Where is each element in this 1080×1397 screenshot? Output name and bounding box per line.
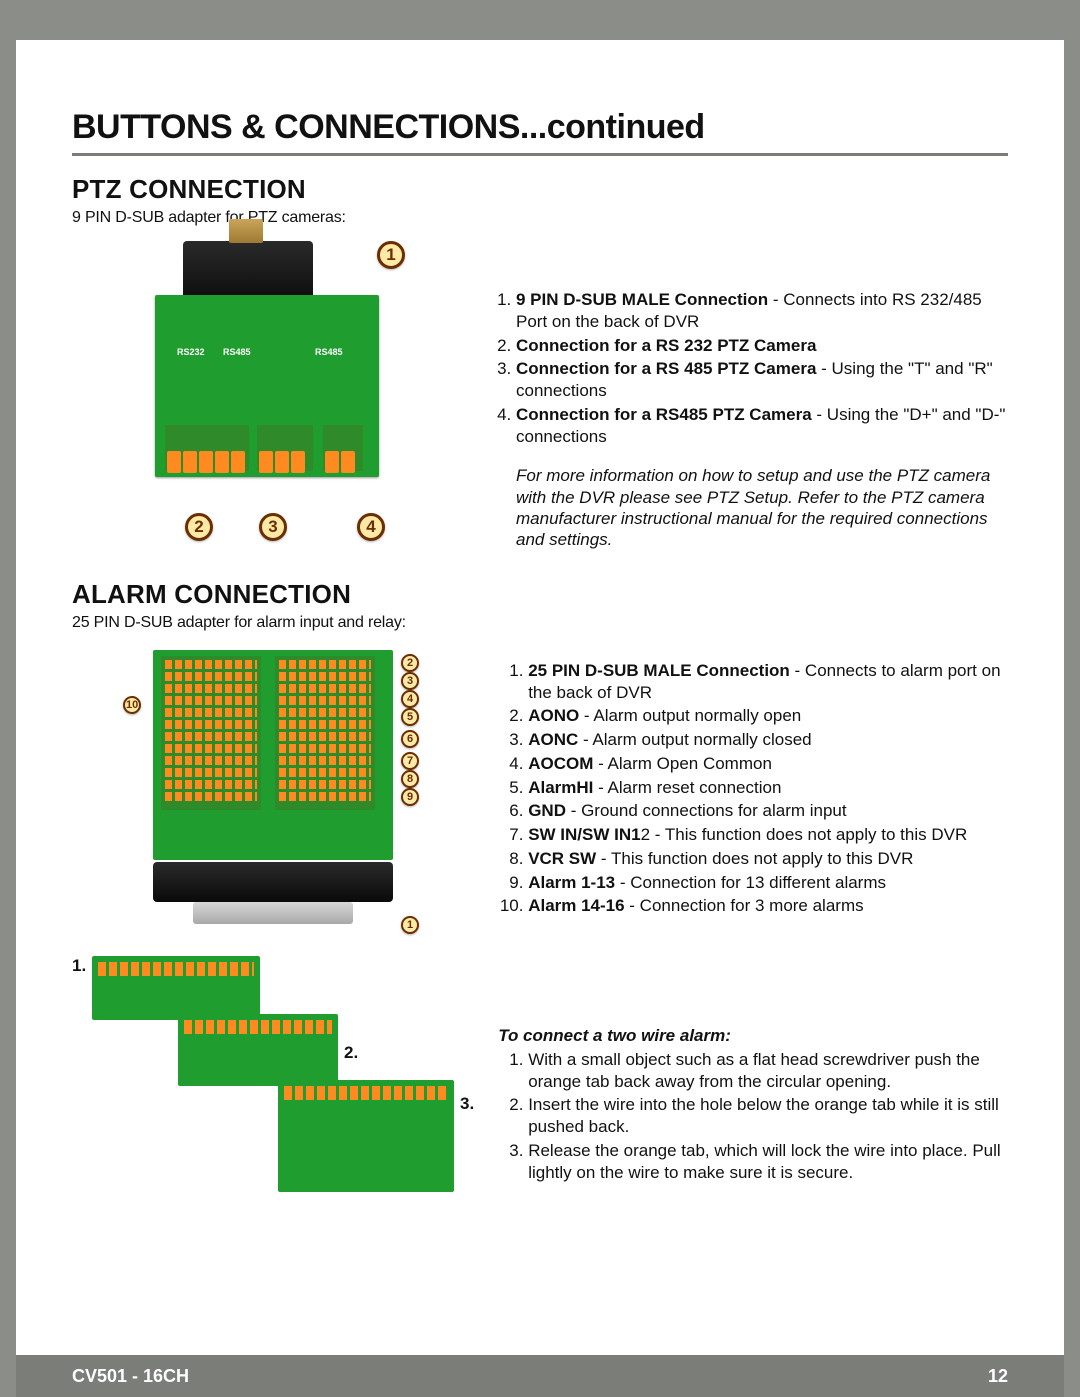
wire-step-num-1: 1. <box>72 956 86 976</box>
silk-rs485a: RS485 <box>223 347 251 357</box>
list-item: Release the orange tab, which will lock … <box>528 1140 1008 1184</box>
callout-4: 4 <box>401 690 419 708</box>
alarm-heading: ALARM CONNECTION <box>72 579 1008 610</box>
ptz-subtitle: 9 PIN D-SUB adapter for PTZ cameras: <box>72 209 1008 227</box>
callout-7: 7 <box>401 752 419 770</box>
wire-steps-list: With a small object such as a flat head … <box>498 1049 1008 1184</box>
callout-4: 4 <box>357 513 385 541</box>
callout-8: 8 <box>401 770 419 788</box>
list-item: AONO - Alarm output normally open <box>528 705 1008 727</box>
callout-9: 9 <box>401 788 419 806</box>
bold-term: 9 PIN D-SUB MALE Connection <box>516 290 768 309</box>
wire-step-num-2: 2. <box>344 1043 358 1063</box>
alarm-text: 25 PIN D-SUB MALE Connection - Connects … <box>498 646 1008 1192</box>
bold-term: Alarm 1-13 <box>528 873 615 892</box>
page-footer: CV501 - 16CH 12 <box>16 1355 1064 1397</box>
callout-1: 1 <box>377 241 405 269</box>
alarm-columns: 2 3 4 5 6 7 8 9 10 1 1. 2. <box>72 646 1008 1192</box>
list-item: AONC - Alarm output normally closed <box>528 729 1008 751</box>
list-item: Connection for a RS 232 PTZ Camera <box>516 335 1008 357</box>
bold-term: Connection for a RS485 PTZ Camera <box>516 405 812 424</box>
bold-term: 25 PIN D-SUB MALE Connection <box>528 661 790 680</box>
ptz-pcb-illustration: RS232 RS485 RS485 1 2 3 4 <box>137 241 397 541</box>
terminal-block-icon <box>257 425 313 471</box>
item-rest: - Alarm output normally closed <box>578 730 811 749</box>
bold-term: Connection for a RS 485 PTZ Camera <box>516 359 816 378</box>
callout-5: 5 <box>401 708 419 726</box>
ptz-text: 9 PIN D-SUB MALE Connection - Connects i… <box>486 241 1008 551</box>
dsub25-connector-icon <box>153 862 393 902</box>
ptz-columns: RS232 RS485 RS485 1 2 3 4 <box>72 241 1008 551</box>
bold-term: Connection for a RS 232 PTZ Camera <box>516 336 816 355</box>
step-text: Insert the wire into the hole below the … <box>528 1095 999 1136</box>
callout-6: 6 <box>401 730 419 748</box>
item-rest: - Alarm Open Common <box>593 754 772 773</box>
list-item: With a small object such as a flat head … <box>528 1049 1008 1093</box>
terminal-block-icon <box>275 656 375 810</box>
silk-rs485b: RS485 <box>315 347 343 357</box>
callout-2: 2 <box>401 654 419 672</box>
list-item: Connection for a RS485 PTZ Camera - Usin… <box>516 404 1008 448</box>
alarm-pcb-illustration: 2 3 4 5 6 7 8 9 10 1 <box>123 646 423 946</box>
wire-step-image-1 <box>92 956 260 1020</box>
callout-2: 2 <box>185 513 213 541</box>
list-item: Connection for a RS 485 PTZ Camera - Usi… <box>516 358 1008 402</box>
callout-1: 1 <box>401 916 419 934</box>
list-item: 9 PIN D-SUB MALE Connection - Connects i… <box>516 289 1008 333</box>
ptz-figure: RS232 RS485 RS485 1 2 3 4 <box>72 241 462 551</box>
ptz-heading: PTZ CONNECTION <box>72 174 1008 205</box>
page-title: BUTTONS & CONNECTIONS...continued <box>72 108 1008 147</box>
item-rest: - This function does not apply to this D… <box>596 849 913 868</box>
list-item: VCR SW - This function does not apply to… <box>528 848 1008 870</box>
wire-step-image-2 <box>178 1014 338 1086</box>
bold-term: AOCOM <box>528 754 593 773</box>
list-item: AlarmHI - Alarm reset connection <box>528 777 1008 799</box>
bold-term: Alarm 14-16 <box>528 896 624 915</box>
bold-term: AONO <box>528 706 579 725</box>
item-rest: - Alarm output normally open <box>579 706 801 725</box>
item-rest: - Connection for 13 different alarms <box>615 873 886 892</box>
alarm-subtitle: 25 PIN D-SUB adapter for alarm input and… <box>72 614 1008 632</box>
alarm-list: 25 PIN D-SUB MALE Connection - Connects … <box>498 660 1008 917</box>
footer-model: CV501 - 16CH <box>72 1366 189 1387</box>
silk-rs232: RS232 <box>177 347 205 357</box>
bold-term: GND <box>528 801 566 820</box>
list-item: 25 PIN D-SUB MALE Connection - Connects … <box>528 660 1008 704</box>
step-text: With a small object such as a flat head … <box>528 1050 980 1091</box>
terminal-block-icon <box>161 656 261 810</box>
terminal-block-icon <box>165 425 249 471</box>
list-item: SW IN/SW IN12 - This function does not a… <box>528 824 1008 846</box>
item-rest: - Connection for 3 more alarms <box>625 896 864 915</box>
wire-title: To connect a two wire alarm: <box>498 1025 1008 1047</box>
item-rest: - Alarm reset connection <box>593 778 781 797</box>
callout-3: 3 <box>401 672 419 690</box>
wire-step-image-3 <box>278 1080 454 1192</box>
ptz-note: For more information on how to setup and… <box>486 465 1008 551</box>
callout-3: 3 <box>259 513 287 541</box>
step-text: Release the orange tab, which will lock … <box>528 1141 1000 1182</box>
alarm-figure: 2 3 4 5 6 7 8 9 10 1 1. 2. <box>72 646 474 1192</box>
ptz-list: 9 PIN D-SUB MALE Connection - Connects i… <box>486 289 1008 447</box>
callout-10: 10 <box>123 696 141 714</box>
item-rest: - Ground connections for alarm input <box>566 801 847 820</box>
bold-term: VCR SW <box>528 849 596 868</box>
terminal-block-icon <box>323 425 363 471</box>
list-item: Insert the wire into the hole below the … <box>528 1094 1008 1138</box>
wire-step-num-3: 3. <box>460 1094 474 1114</box>
title-rule <box>72 153 1008 156</box>
list-item: GND - Ground connections for alarm input <box>528 800 1008 822</box>
bold-term: SW IN/SW IN1 <box>528 825 640 844</box>
manual-page: BUTTONS & CONNECTIONS...continued PTZ CO… <box>0 0 1080 1397</box>
list-item: AOCOM - Alarm Open Common <box>528 753 1008 775</box>
wire-figures: 1. 2. 3. <box>72 956 474 1192</box>
bold-term: AONC <box>528 730 578 749</box>
list-item: Alarm 14-16 - Connection for 3 more alar… <box>528 895 1008 917</box>
footer-page-number: 12 <box>988 1366 1008 1387</box>
bold-term: AlarmHI <box>528 778 593 797</box>
list-item: Alarm 1-13 - Connection for 13 different… <box>528 872 1008 894</box>
item-rest: 2 - This function does not apply to this… <box>641 825 968 844</box>
